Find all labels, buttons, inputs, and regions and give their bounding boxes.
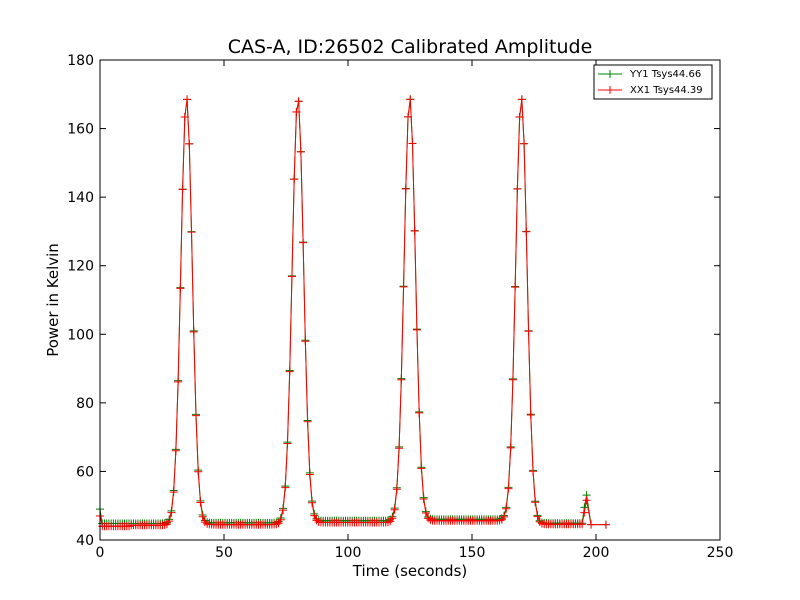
data-point-marker (410, 227, 419, 236)
data-point-marker (408, 139, 417, 148)
data-point-marker (191, 411, 200, 420)
data-point-marker (285, 367, 294, 376)
data-point-marker (524, 327, 533, 336)
data-point-marker (178, 185, 187, 194)
data-point-marker (171, 446, 180, 455)
x-tick-label: 150 (459, 545, 486, 561)
data-point-marker (187, 228, 196, 237)
data-point-marker (198, 512, 207, 521)
data-point-marker (392, 485, 401, 494)
data-point-marker (308, 498, 317, 507)
plot-frame (99, 59, 721, 541)
x-tick-label: 0 (96, 545, 105, 561)
x-tick-label: 50 (215, 545, 233, 561)
data-point-marker (180, 113, 189, 122)
data-point-marker (301, 337, 310, 346)
data-point-marker (412, 325, 421, 334)
data-point-marker (283, 439, 292, 448)
y-tick-label: 60 (76, 464, 94, 480)
data-point-marker (515, 112, 524, 121)
y-tick-label: 180 (67, 53, 94, 69)
data-point-marker (183, 95, 192, 104)
data-point-marker (165, 517, 174, 526)
data-point-marker (522, 227, 531, 236)
data-point-marker (399, 282, 408, 291)
data-point-marker (504, 484, 513, 493)
data-point-marker (499, 512, 508, 521)
data-point-marker (299, 238, 308, 247)
y-axis-label: Power in Kelvin (44, 243, 62, 357)
data-point-marker (511, 283, 520, 292)
data-point-marker (417, 464, 426, 473)
data-point-marker (415, 408, 424, 417)
data-point-marker (421, 508, 430, 517)
data-point-marker (279, 506, 288, 515)
y-tick-label: 100 (67, 327, 94, 343)
data-point-marker (601, 520, 610, 529)
data-point-marker (526, 411, 535, 420)
data-point-marker (520, 139, 529, 148)
y-tick-label: 160 (67, 122, 94, 138)
data-point-marker (167, 508, 176, 517)
legend-box (593, 64, 713, 100)
data-point-marker (502, 504, 511, 513)
data-point-marker (310, 511, 319, 520)
data-point-marker (185, 139, 194, 148)
data-point-marker (531, 498, 540, 507)
y-tick-label: 80 (76, 396, 94, 412)
data-point-marker (506, 443, 515, 452)
data-point-marker (388, 514, 397, 523)
data-point-marker (401, 184, 410, 193)
legend-marker-yy1 (606, 70, 614, 78)
data-point-marker (292, 107, 301, 116)
data-point-marker (189, 327, 198, 336)
data-point-marker (296, 147, 305, 156)
y-tick-label: 120 (67, 259, 94, 275)
plot-area (100, 60, 720, 540)
data-point-marker (287, 272, 296, 281)
data-point-marker (397, 375, 406, 384)
data-point-marker (281, 483, 290, 492)
legend: YY1 Tsys44.66 XX1 Tsys44.39 (593, 64, 713, 100)
legend-marker-xx1 (606, 86, 614, 94)
data-point-marker (169, 488, 178, 497)
series-xx1 (96, 95, 610, 531)
x-tick-label: 100 (335, 545, 362, 561)
y-axis: 40 60 80 100 120 140 160 180 (67, 53, 720, 549)
x-tick-label: 250 (707, 545, 734, 561)
chart-title: CAS-A, ID:26502 Calibrated Amplitude (228, 36, 593, 58)
legend-label-xx1: XX1 Tsys44.39 (630, 85, 703, 96)
data-point-marker (419, 494, 428, 503)
y-tick-label: 140 (67, 190, 94, 206)
data-point-marker (390, 505, 399, 514)
data-point-marker (582, 496, 591, 505)
data-point-marker (529, 467, 538, 476)
data-point-marker (513, 185, 522, 193)
data-point-marker (533, 512, 542, 521)
data-point-marker (578, 520, 587, 529)
x-axis-label: Time (seconds) (352, 562, 468, 580)
data-point-marker (580, 508, 589, 517)
data-point-marker (395, 444, 404, 453)
series-layer (96, 95, 610, 531)
data-point-marker (294, 97, 303, 106)
data-point-marker (176, 284, 185, 293)
x-axis: 0 50 100 150 200 250 (96, 60, 734, 561)
data-point-marker (276, 515, 285, 524)
x-tick-label: 200 (583, 545, 610, 561)
data-point-marker (194, 467, 203, 476)
y-tick-label: 40 (76, 533, 94, 549)
data-point-marker (508, 375, 517, 384)
data-point-marker (290, 175, 299, 184)
legend-label-yy1: YY1 Tsys44.66 (629, 69, 701, 80)
data-point-marker (196, 498, 205, 507)
data-point-marker (406, 95, 415, 104)
data-point-marker (587, 520, 596, 529)
data-point-marker (517, 95, 526, 104)
data-point-marker (404, 112, 413, 121)
data-point-marker (305, 470, 314, 479)
data-point-marker (303, 417, 312, 426)
data-point-marker (174, 377, 183, 386)
